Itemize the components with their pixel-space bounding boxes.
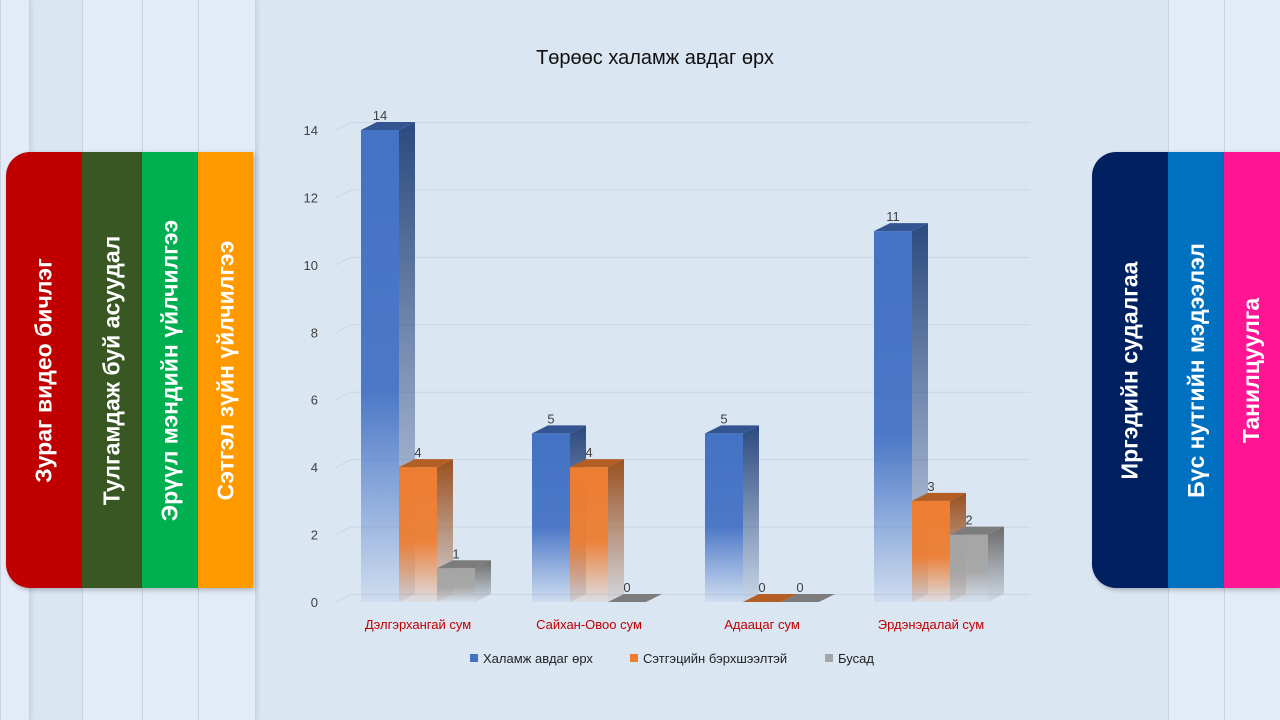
y-tick-label: 10 [304,258,318,273]
data-label: 3 [927,479,934,494]
right-tab-2[interactable]: Танилцуулга [1224,152,1280,588]
data-label: 5 [547,411,554,426]
data-label: 5 [720,411,727,426]
data-label: 0 [758,580,765,595]
data-label: 0 [796,580,803,595]
x-tick-label: Адаацаг сум [724,617,800,632]
left-tab-3[interactable]: Сэтгэл зүйн үйлчилгээ [198,152,253,588]
left-tab-0[interactable]: Зураг видео бичлэг [6,152,82,588]
gridline-diag [334,391,352,401]
y-tick-label: 4 [311,460,318,475]
data-label: 0 [623,580,630,595]
gridline-diag [334,526,352,536]
bar [743,594,797,602]
x-tick-label: Дэлгэрхангай сум [365,617,471,632]
x-tick-label: Сайхан-Овоо сум [536,617,642,632]
legend: Халамж авдаг өрх Сэтгэцийн бэрхшээлтэй Бус… [470,651,874,666]
legend-swatch [825,654,833,662]
gridline-diag [334,122,352,131]
gridline-diag [334,459,352,469]
data-label: 1 [452,546,459,561]
bar [608,594,662,602]
bar [950,526,1004,602]
x-tick-label: Эрдэнэдалай сум [878,617,985,632]
data-label: 2 [965,513,972,528]
gridline-diag [334,594,352,603]
x-axis: Дэлгэрхангай сум Сайхан-Овоо сум Адаацаг с… [365,617,984,632]
y-tick-label: 14 [304,123,318,138]
data-label: 11 [886,209,900,224]
data-label: 4 [585,445,592,460]
left-tab-2[interactable]: Эрүүл мэндийн үйлчилгээ [142,152,198,588]
bar [781,594,835,602]
legend-label: Халамж авдаг өрх [483,651,593,666]
y-axis: 0 2 4 6 8 10 12 14 [304,123,318,610]
bar [705,425,759,602]
legend-swatch [470,654,478,662]
y-tick-label: 6 [311,393,318,408]
y-tick-label: 2 [311,528,318,543]
y-tick-label: 12 [304,190,318,205]
legend-label: Бусад [838,651,874,666]
right-tab-1[interactable]: Бүс нутгийн мэдээлэл [1168,152,1224,588]
gridline-diag [334,189,352,199]
right-tab-0[interactable]: Иргэдийн судалгаа [1092,152,1168,588]
bar [570,459,624,602]
y-tick-label: 8 [311,325,318,340]
gridline-diag [334,256,352,266]
legend-label: Сэтгэцийн бэрхшээлтэй [643,651,787,666]
left-tab-1[interactable]: Тулгамдаж буй асуудал [82,152,142,588]
gridline-diag [334,324,352,334]
chart-title: Төрөөс халамж авдаг өрх [536,47,774,69]
y-tick-label: 0 [311,595,318,610]
data-label: 4 [414,445,421,460]
bars: 14 4 1 5 4 0 5 0 0 11 3 2 [361,108,1004,602]
data-label: 14 [373,108,387,123]
legend-swatch [630,654,638,662]
bar [437,560,491,602]
